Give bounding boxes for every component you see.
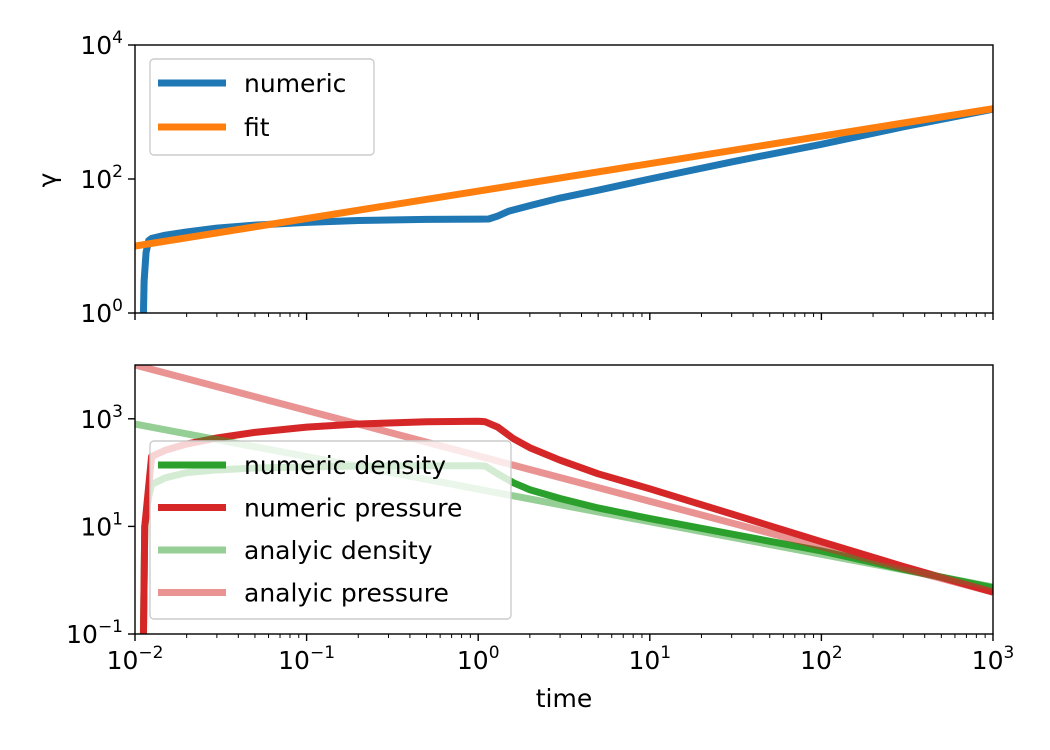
x-tick-label: 101 [628, 643, 671, 675]
legend-label-numeric-pressure: numeric pressure [244, 494, 462, 523]
series-line-analyic-pressure [135, 365, 993, 596]
y-tick-label: 104 [80, 28, 123, 60]
legend-box [149, 440, 512, 620]
top-y-axis-label: γ [33, 172, 62, 187]
series-line-fit [135, 105, 993, 250]
bottom-plot-frame [134, 364, 994, 635]
legend-label-analyic-pressure: analyic pressure [244, 579, 449, 608]
y-tick-label: 100 [80, 296, 123, 328]
x-tick-label: 100 [457, 643, 500, 675]
x-tick-label: 103 [972, 643, 1015, 675]
bottom-legend: numeric density numeric pressure analyic d… [149, 440, 512, 620]
y-tick-label: 10−1 [66, 617, 123, 649]
legend-label-analyic-density: analyic density [244, 536, 433, 565]
bottom-x-minor-ticks [186, 634, 986, 638]
x-tick-label: 102 [800, 643, 843, 675]
x-axis-label: time [536, 684, 592, 713]
legend-label-numeric-density: numeric density [244, 451, 446, 480]
top-legend: numeric fit [149, 58, 375, 156]
top-panel: 100 102 104 γ numeric fit [33, 28, 994, 328]
legend-label-fit: fit [244, 113, 270, 142]
x-tick-label: 10−1 [278, 643, 335, 675]
y-tick-label: 101 [80, 509, 123, 541]
x-tick-label: 10−2 [107, 643, 164, 675]
top-x-minor-ticks [186, 313, 986, 317]
legend-label-numeric: numeric [244, 69, 346, 98]
series-line-numeric [139, 105, 993, 313]
y-tick-label: 103 [80, 402, 123, 434]
y-tick-label: 102 [80, 162, 123, 194]
